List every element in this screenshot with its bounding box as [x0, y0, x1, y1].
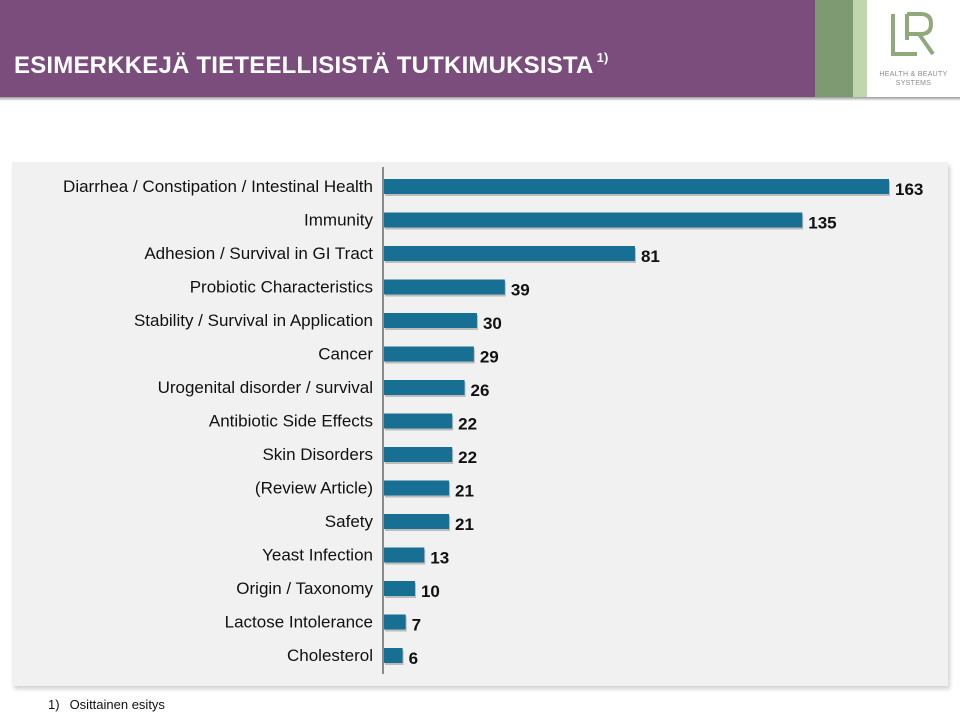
value-label: 7	[412, 616, 421, 635]
value-label: 6	[409, 649, 418, 668]
bar	[384, 480, 450, 496]
bar	[384, 179, 889, 194]
bar	[384, 648, 403, 663]
title-footnote-ref: 1)	[596, 50, 609, 65]
page-title: ESIMERKKEJÄ TIETEELLISISTÄ TUTKIMUKSISTA…	[14, 50, 609, 80]
bar	[384, 614, 406, 630]
value-label: 30	[483, 314, 502, 333]
bar	[384, 212, 803, 228]
value-label: 13	[430, 549, 449, 568]
value-label: 39	[511, 281, 530, 300]
value-label: 163	[895, 180, 923, 199]
category-label: Stability / Survival in Application	[134, 311, 373, 330]
footnote-number: 1)	[48, 697, 60, 712]
bar	[384, 346, 474, 362]
value-label: 81	[641, 247, 660, 266]
value-label: 21	[455, 515, 474, 534]
logo-text: HEALTH & BEAUTY SYSTEMS	[867, 70, 960, 88]
bar	[384, 246, 635, 261]
bar	[384, 380, 465, 395]
category-label: Probiotic Characteristics	[190, 278, 373, 297]
value-label: 10	[421, 582, 440, 601]
value-label: 21	[455, 482, 474, 501]
category-label: Immunity	[304, 211, 373, 230]
category-label: Safety	[325, 512, 374, 531]
value-label: 135	[808, 214, 836, 233]
logo: HEALTH & BEAUTY SYSTEMS	[867, 0, 960, 97]
header-bar: ESIMERKKEJÄ TIETEELLISISTÄ TUTKIMUKSISTA…	[0, 0, 960, 97]
footnote: 1) Osittainen esitys	[48, 697, 165, 712]
chart-panel: Diarrhea / Constipation / Intestinal Hea…	[12, 162, 948, 686]
bar	[384, 447, 453, 462]
value-label: 26	[471, 381, 490, 400]
bar	[384, 514, 450, 529]
bar	[384, 581, 415, 596]
value-label: 22	[458, 415, 477, 434]
category-label: Adhesion / Survival in GI Tract	[144, 244, 373, 263]
category-label: Urogenital disorder / survival	[158, 378, 373, 397]
footnote-text: Osittainen esitys	[69, 697, 165, 712]
logo-line-1: HEALTH & BEAUTY	[879, 71, 948, 78]
bar	[384, 279, 505, 295]
category-label: Antibiotic Side Effects	[209, 412, 373, 431]
value-label: 22	[458, 448, 477, 467]
decorative-stripe-light-green	[853, 0, 867, 97]
bar	[384, 547, 425, 563]
header-shadow	[0, 97, 960, 101]
category-label: Cholesterol	[287, 646, 373, 665]
page-title-text: ESIMERKKEJÄ TIETEELLISISTÄ TUTKIMUKSISTA	[14, 52, 594, 79]
bar	[384, 413, 453, 429]
category-label: Diarrhea / Constipation / Intestinal Hea…	[63, 177, 373, 196]
category-label: Yeast Infection	[262, 546, 373, 565]
lr-logo-icon	[891, 12, 935, 56]
decorative-stripe-green	[815, 0, 853, 97]
category-label: Origin / Taxonomy	[236, 579, 373, 598]
category-label: Cancer	[318, 345, 373, 364]
category-label: Skin Disorders	[262, 445, 373, 464]
bar	[384, 313, 477, 328]
value-label: 29	[480, 348, 499, 367]
category-label: Lactose Intolerance	[225, 613, 373, 632]
category-label: (Review Article)	[255, 479, 373, 498]
logo-line-2: SYSTEMS	[895, 80, 932, 87]
bar-chart: Diarrhea / Constipation / Intestinal Hea…	[63, 167, 923, 674]
